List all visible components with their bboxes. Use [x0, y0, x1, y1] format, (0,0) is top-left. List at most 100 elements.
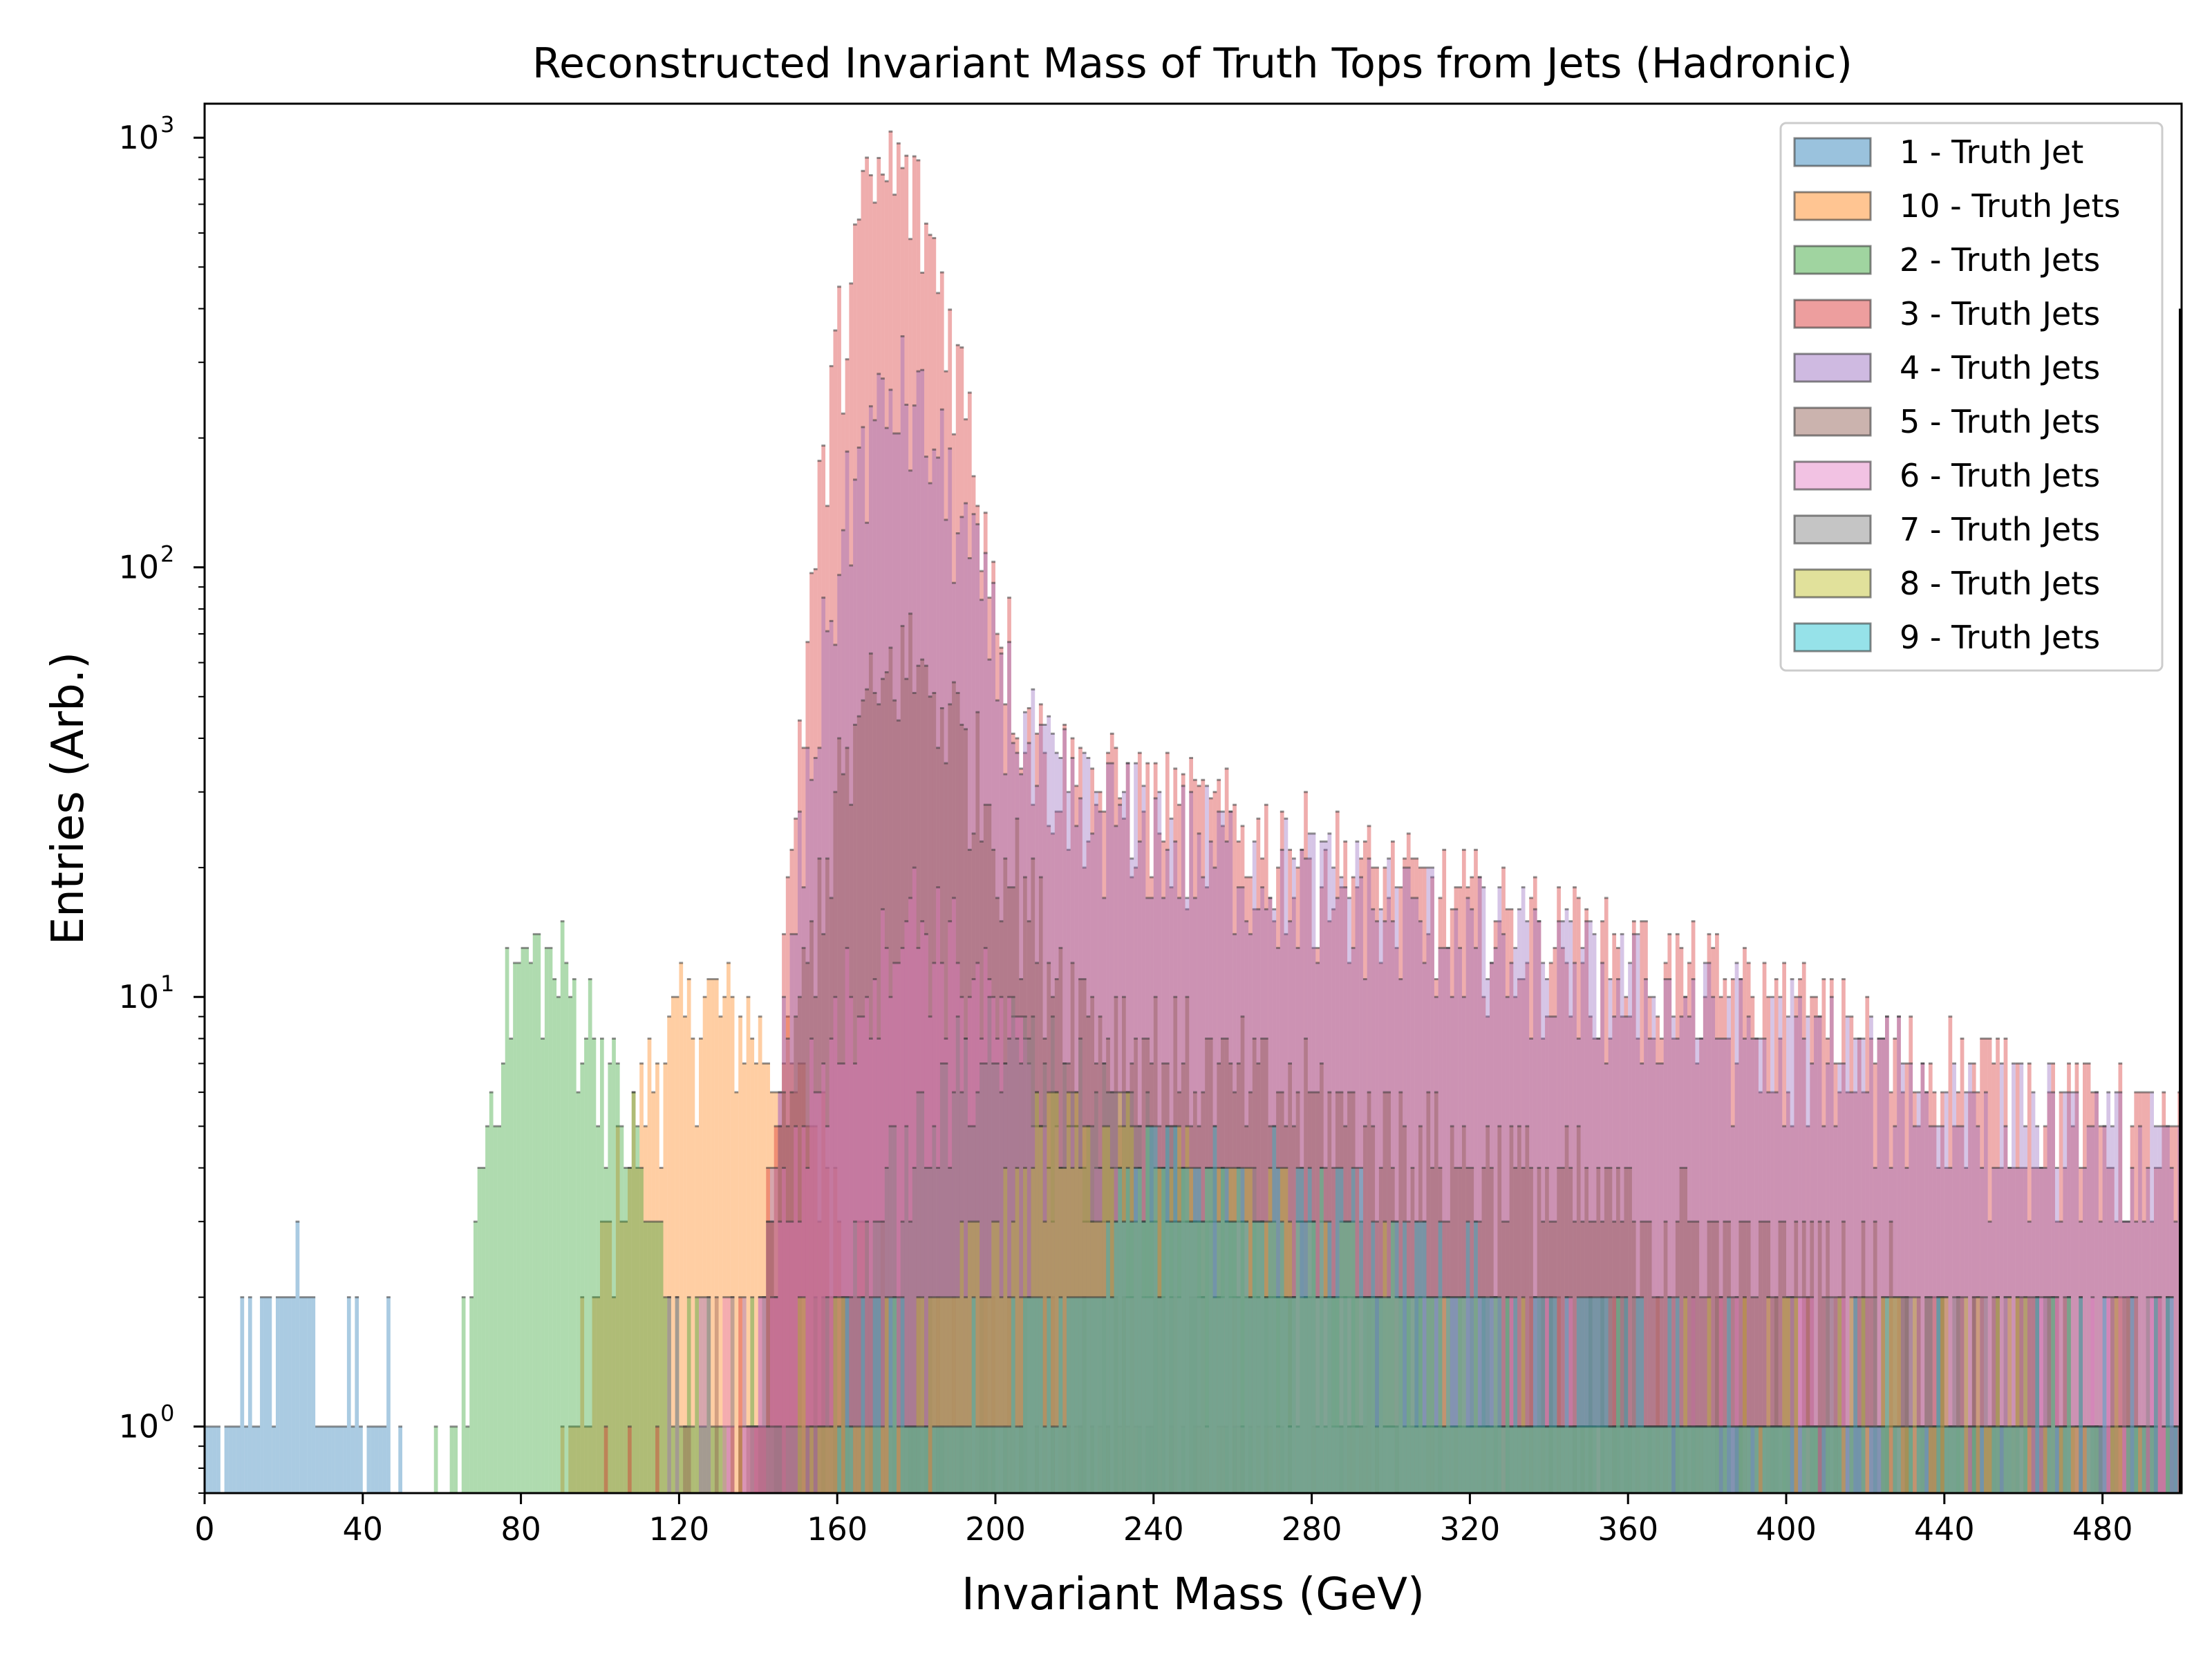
histogram-bar	[1924, 1426, 1929, 1493]
histogram-bar	[939, 1063, 944, 1493]
histogram-bar	[1074, 1092, 1079, 1493]
histogram-bar	[1940, 1426, 1944, 1493]
histogram-bar	[1042, 1221, 1047, 1493]
histogram-bar	[1976, 1426, 1980, 1493]
histogram-bar	[1877, 1038, 1882, 1493]
histogram-bar	[1861, 1297, 1866, 1493]
histogram-bar	[1616, 1297, 1620, 1493]
histogram-bar	[1391, 1426, 1395, 1493]
histogram-bar	[1391, 1221, 1395, 1493]
histogram-bar	[1295, 1092, 1300, 1493]
histogram-bar	[1051, 1297, 1055, 1493]
histogram-bar	[1470, 909, 1474, 1493]
histogram-bar	[1829, 997, 1834, 1493]
histogram-bar	[1391, 921, 1395, 1493]
histogram-bar	[845, 948, 850, 1493]
histogram-bar	[1042, 1297, 1047, 1493]
histogram-bar	[1232, 1221, 1237, 1493]
histogram-bar	[1624, 1426, 1629, 1493]
histogram-bar	[1394, 1426, 1399, 1493]
histogram-bar	[1177, 1168, 1181, 1493]
histogram-bar	[1240, 1221, 1245, 1493]
histogram-bar	[1244, 921, 1249, 1493]
histogram-bar	[1497, 921, 1502, 1493]
histogram-bar	[1861, 1092, 1866, 1493]
histogram-bar	[564, 963, 569, 1493]
histogram-bar	[516, 963, 521, 1493]
histogram-bar	[730, 1297, 735, 1493]
histogram-bar	[1829, 1297, 1834, 1493]
histogram-bar	[1461, 1297, 1466, 1493]
histogram-bar	[1545, 1168, 1549, 1493]
histogram-bar	[1185, 909, 1190, 1493]
histogram-bar	[1656, 1426, 1660, 1493]
histogram-bar	[584, 1426, 588, 1493]
histogram-bar	[1948, 1016, 1953, 1493]
histogram-bar	[1909, 1426, 1913, 1493]
histogram-bar	[1276, 1297, 1280, 1493]
histogram-bar	[2054, 1426, 2059, 1493]
histogram-bar	[1485, 1016, 1490, 1493]
histogram-bar	[884, 1297, 889, 1493]
histogram-bar	[837, 738, 841, 1493]
histogram-bar	[987, 1297, 992, 1493]
histogram-bar	[1857, 1038, 1862, 1493]
histogram-bar	[1189, 791, 1193, 1493]
histogram-bar	[1647, 1426, 1652, 1493]
histogram-bar	[1766, 1426, 1771, 1493]
histogram-bar	[861, 700, 865, 1493]
histogram-bar	[1743, 1038, 1747, 1493]
histogram-bar	[877, 1426, 881, 1493]
histogram-bar	[1604, 1426, 1609, 1493]
histogram-bar	[1019, 1063, 1024, 1493]
histogram-bar	[1960, 1126, 1965, 1493]
histogram-bar	[948, 1426, 953, 1493]
histogram-bar	[1758, 1038, 1763, 1493]
histogram-bar	[1612, 1297, 1617, 1493]
histogram-bar	[932, 963, 937, 1493]
histogram-bar	[588, 979, 592, 1493]
histogram-bar	[825, 1297, 830, 1493]
histogram-bar	[1545, 979, 1549, 1493]
histogram-bar	[1560, 921, 1565, 1493]
histogram-bar	[1877, 1426, 1882, 1493]
histogram-bar	[1394, 887, 1399, 1493]
histogram-bar	[529, 963, 533, 1493]
histogram-bar	[1493, 1297, 1498, 1493]
histogram-bar	[1387, 898, 1391, 1493]
histogram-bar	[2051, 1297, 2055, 1493]
histogram-bar	[995, 1038, 1000, 1493]
histogram-bar	[2141, 1426, 2146, 1493]
histogram-bar	[1987, 1426, 1992, 1493]
histogram-bar	[1699, 1426, 1703, 1493]
histogram-bar	[2019, 1426, 2024, 1493]
histogram-bar	[1885, 1426, 1889, 1493]
histogram-bar	[908, 1221, 912, 1493]
histogram-bar	[1078, 1426, 1082, 1493]
histogram-bar	[1434, 997, 1438, 1493]
histogram-bar	[1948, 1426, 1953, 1493]
histogram-bar	[794, 1092, 798, 1493]
histogram-bar	[1833, 1297, 1838, 1493]
series-1	[205, 1220, 402, 1493]
histogram-bar	[1189, 1221, 1193, 1493]
histogram-bar	[1272, 1126, 1277, 1493]
histogram-bar	[1035, 733, 1039, 1493]
histogram-bar	[1193, 898, 1197, 1493]
histogram-bar	[2015, 1426, 2020, 1493]
histogram-bar	[952, 583, 956, 1493]
histogram-bar	[1687, 1426, 1691, 1493]
histogram-bar	[1770, 1426, 1774, 1493]
histogram-bar	[1362, 1297, 1367, 1493]
histogram-bar	[1600, 963, 1604, 1493]
histogram-bar	[1280, 1297, 1284, 1493]
histogram-bar	[1406, 1297, 1411, 1493]
histogram-bar	[825, 1126, 830, 1493]
histogram-bar	[1208, 1168, 1213, 1493]
histogram-bar	[1078, 979, 1082, 1493]
histogram-bar	[829, 1426, 834, 1493]
histogram-bar	[1588, 1426, 1593, 1493]
histogram-bar	[2153, 1426, 2158, 1493]
histogram-bar	[1841, 1063, 1846, 1493]
histogram-bar	[1932, 1426, 1937, 1493]
